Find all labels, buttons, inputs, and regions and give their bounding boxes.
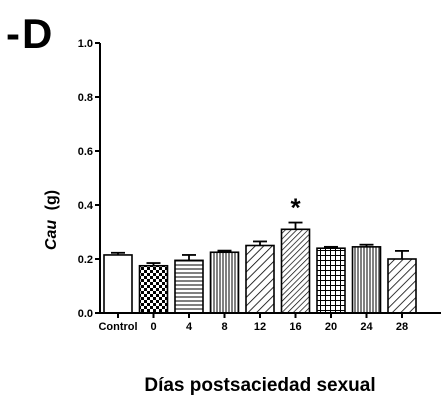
bar — [245, 244, 275, 314]
bars — [103, 221, 417, 314]
x-tick-label: 16 — [289, 321, 301, 333]
x-tick-label: 8 — [221, 321, 227, 333]
significance-asterisk: * — [290, 193, 301, 223]
significance-markers: * — [290, 193, 301, 223]
y-tick-label: 0.6 — [78, 146, 93, 158]
y-axis-label-unit: (g) — [43, 190, 60, 210]
bar — [387, 258, 417, 314]
y-axis-label: Cau (g) — [43, 190, 60, 250]
y-axis: 0.0 0.2 0.4 0.6 0.8 1.0 — [78, 38, 101, 320]
y-tick-label: 0.4 — [78, 200, 94, 212]
bar — [280, 228, 311, 314]
bar — [316, 247, 346, 314]
panel-dash: - — [6, 10, 20, 57]
x-axis: Control 0 4 8 12 16 20 24 28 — [98, 312, 441, 333]
x-tick-label: 20 — [325, 321, 337, 333]
y-tick-label: 0.0 — [78, 308, 93, 320]
x-tick-label: 24 — [360, 321, 373, 333]
bar — [351, 246, 382, 314]
y-axis-label-variable: Cau — [43, 220, 60, 250]
x-tick-label: 28 — [396, 321, 408, 333]
x-tick-label: 0 — [150, 321, 156, 333]
bar — [209, 251, 240, 314]
x-tick-label: 4 — [186, 321, 193, 333]
svg-text:Cau (g): Cau (g) — [43, 190, 60, 250]
panel-letter: D — [22, 10, 52, 57]
y-tick-label: 0.8 — [78, 92, 93, 104]
bar — [138, 264, 169, 314]
bar — [103, 254, 133, 314]
x-tick-label: 12 — [254, 321, 266, 333]
bar — [174, 259, 204, 314]
y-tick-label: 0.2 — [78, 254, 93, 266]
x-tick-label: Control — [98, 321, 137, 333]
x-axis-title: Días postsaciedad sexual — [144, 375, 375, 396]
y-tick-label: 1.0 — [78, 38, 93, 50]
